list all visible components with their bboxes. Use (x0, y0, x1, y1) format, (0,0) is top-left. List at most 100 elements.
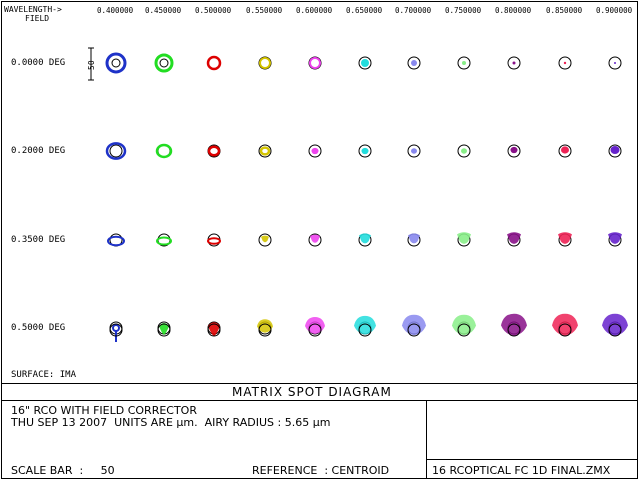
spot-cell-r0-c2 (206, 55, 222, 71)
spot-cell-r2-c0 (107, 233, 125, 247)
spot-ring (259, 146, 271, 156)
airy-circle (608, 144, 622, 158)
airy-circle-overlay (207, 323, 221, 337)
spot-cell-r0-c9 (558, 56, 572, 70)
field-label-2: 0.3500 DEG (11, 235, 66, 245)
spot-blob (408, 233, 420, 244)
spot-cell-r0-c3 (258, 56, 272, 70)
spot-cell-r0-c1 (154, 53, 174, 73)
spot-cell-r0-c5 (358, 56, 372, 70)
spot-cell-r2-c6 (407, 233, 421, 247)
wavelength-label-6: 0.700000 (395, 6, 432, 15)
spot-ring (112, 324, 120, 332)
airy-circle (111, 58, 121, 68)
airy-circle (109, 144, 123, 158)
spot-ring (207, 145, 221, 157)
airy-circle (407, 56, 421, 70)
spot-cell-r0-c0 (105, 52, 127, 74)
field-label-0: 0.0000 DEG (11, 58, 66, 68)
spot-ring (107, 235, 125, 247)
wavelength-label-7: 0.750000 (445, 6, 482, 15)
spot-cell-r1-c6 (407, 144, 421, 158)
file-name: 16 RCOPTICAL FC 1D FINAL.ZMX (432, 464, 611, 477)
surface-label: SURFACE: IMA (11, 370, 77, 380)
spot-cell-r1-c0 (105, 142, 127, 160)
spot-blob (507, 232, 521, 244)
spot-cell-r1-c4 (308, 144, 322, 158)
spot-ring (156, 236, 172, 246)
spot-blob (310, 234, 320, 243)
spot-blob (602, 313, 628, 336)
date-units-airy: THU SEP 13 2007 UNITS ARE µm. AIRY RADIU… (11, 416, 331, 429)
spot-ring (206, 55, 222, 71)
scale-bar-info: SCALE BAR : 50 (11, 464, 115, 477)
wavelength-label-5: 0.650000 (346, 6, 383, 15)
airy-circle (258, 144, 272, 158)
wavelength-label-3: 0.550000 (246, 6, 283, 15)
airy-circle (258, 233, 272, 247)
spot-cell-r0-c6 (407, 56, 421, 70)
spot-cell-r1-c1 (155, 143, 173, 159)
wavelength-label-9: 0.850000 (546, 6, 583, 15)
spot-blob (457, 232, 471, 244)
spot-blob (610, 145, 620, 155)
spot-dot (462, 61, 466, 65)
spot-cell-r0-c8 (507, 56, 521, 70)
spot-cell-r2-c4 (308, 233, 322, 247)
airy-circle (608, 56, 622, 70)
spot-blob (561, 146, 569, 154)
spot-ring (105, 142, 127, 160)
spot-blob (311, 147, 319, 155)
airy-circle-overlay (157, 323, 171, 337)
spot-dot (512, 61, 516, 65)
spot-cell-r2-c7 (457, 232, 471, 247)
spot-blob (208, 322, 220, 337)
wavelength-label-10: 0.900000 (596, 6, 633, 15)
spot-blob (402, 314, 426, 336)
spot-ring (309, 57, 321, 69)
spot-dot (563, 61, 567, 65)
airy-circle (308, 233, 322, 247)
spot-blob (159, 323, 169, 335)
spot-ring (155, 143, 173, 159)
airy-circle (159, 58, 169, 68)
wavelength-label-0: 0.400000 (97, 6, 134, 15)
spot-cell-r2-c2 (207, 233, 221, 247)
spot-blob (558, 232, 572, 244)
spot-blob (501, 313, 527, 336)
spot-cell-r0-c7 (457, 56, 471, 70)
divider-title-bottom (1, 400, 638, 401)
spot-cell-r2-c1 (156, 233, 172, 247)
divider-title-top (1, 383, 638, 384)
spot-cell-r3-c7 (452, 314, 476, 337)
airy-circle (558, 144, 572, 158)
spot-cell-r2-c9 (558, 232, 572, 247)
spot-ring (154, 53, 174, 73)
field-label-3: 0.5000 DEG (11, 323, 66, 333)
scale-bar: 50 (87, 47, 96, 81)
spot-cell-r0-c4 (308, 56, 322, 70)
spot-cell-r3-c2 (207, 321, 221, 337)
spot-cell-r3-c4 (305, 317, 325, 337)
spot-ring (259, 57, 271, 69)
spot-dot (361, 59, 369, 67)
airy-circle (507, 56, 521, 70)
spot-blob (552, 313, 578, 336)
field-label-1: 0.2000 DEG (11, 146, 66, 156)
spot-cell-r3-c5 (354, 315, 376, 337)
airy-circle (308, 144, 322, 158)
spot-cell-r1-c8 (507, 144, 521, 158)
spot-cell-r2-c10 (608, 232, 622, 247)
spot-cell-r3-c0 (109, 321, 123, 342)
spot-cell-r3-c8 (501, 313, 527, 337)
airy-circle-overlay (457, 323, 471, 337)
spot-cell-r3-c3 (257, 319, 273, 337)
airy-circle (507, 144, 521, 158)
spot-cell-r3-c6 (402, 314, 426, 337)
airy-circle (358, 144, 372, 158)
spot-cell-r3-c10 (602, 313, 628, 337)
spot-blob (305, 317, 325, 334)
scale-bar-text: 50 (87, 60, 96, 70)
airy-circle (407, 144, 421, 158)
